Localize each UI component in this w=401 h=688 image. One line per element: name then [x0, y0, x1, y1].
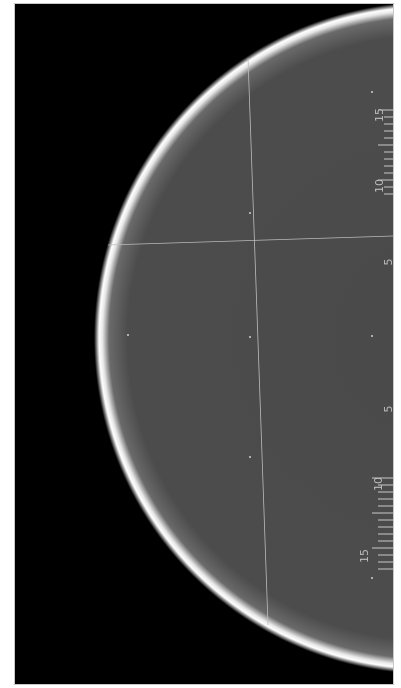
scale-label: 10 [373, 179, 386, 193]
image-viewer: 15 10 5 5 10 15 [0, 0, 401, 688]
scale-label: 15 [358, 549, 371, 563]
page: 15 10 5 5 10 15 (() => { const data = JS… [0, 0, 401, 688]
scale-label: 10 [372, 477, 385, 491]
scale-label: 15 [373, 108, 386, 122]
